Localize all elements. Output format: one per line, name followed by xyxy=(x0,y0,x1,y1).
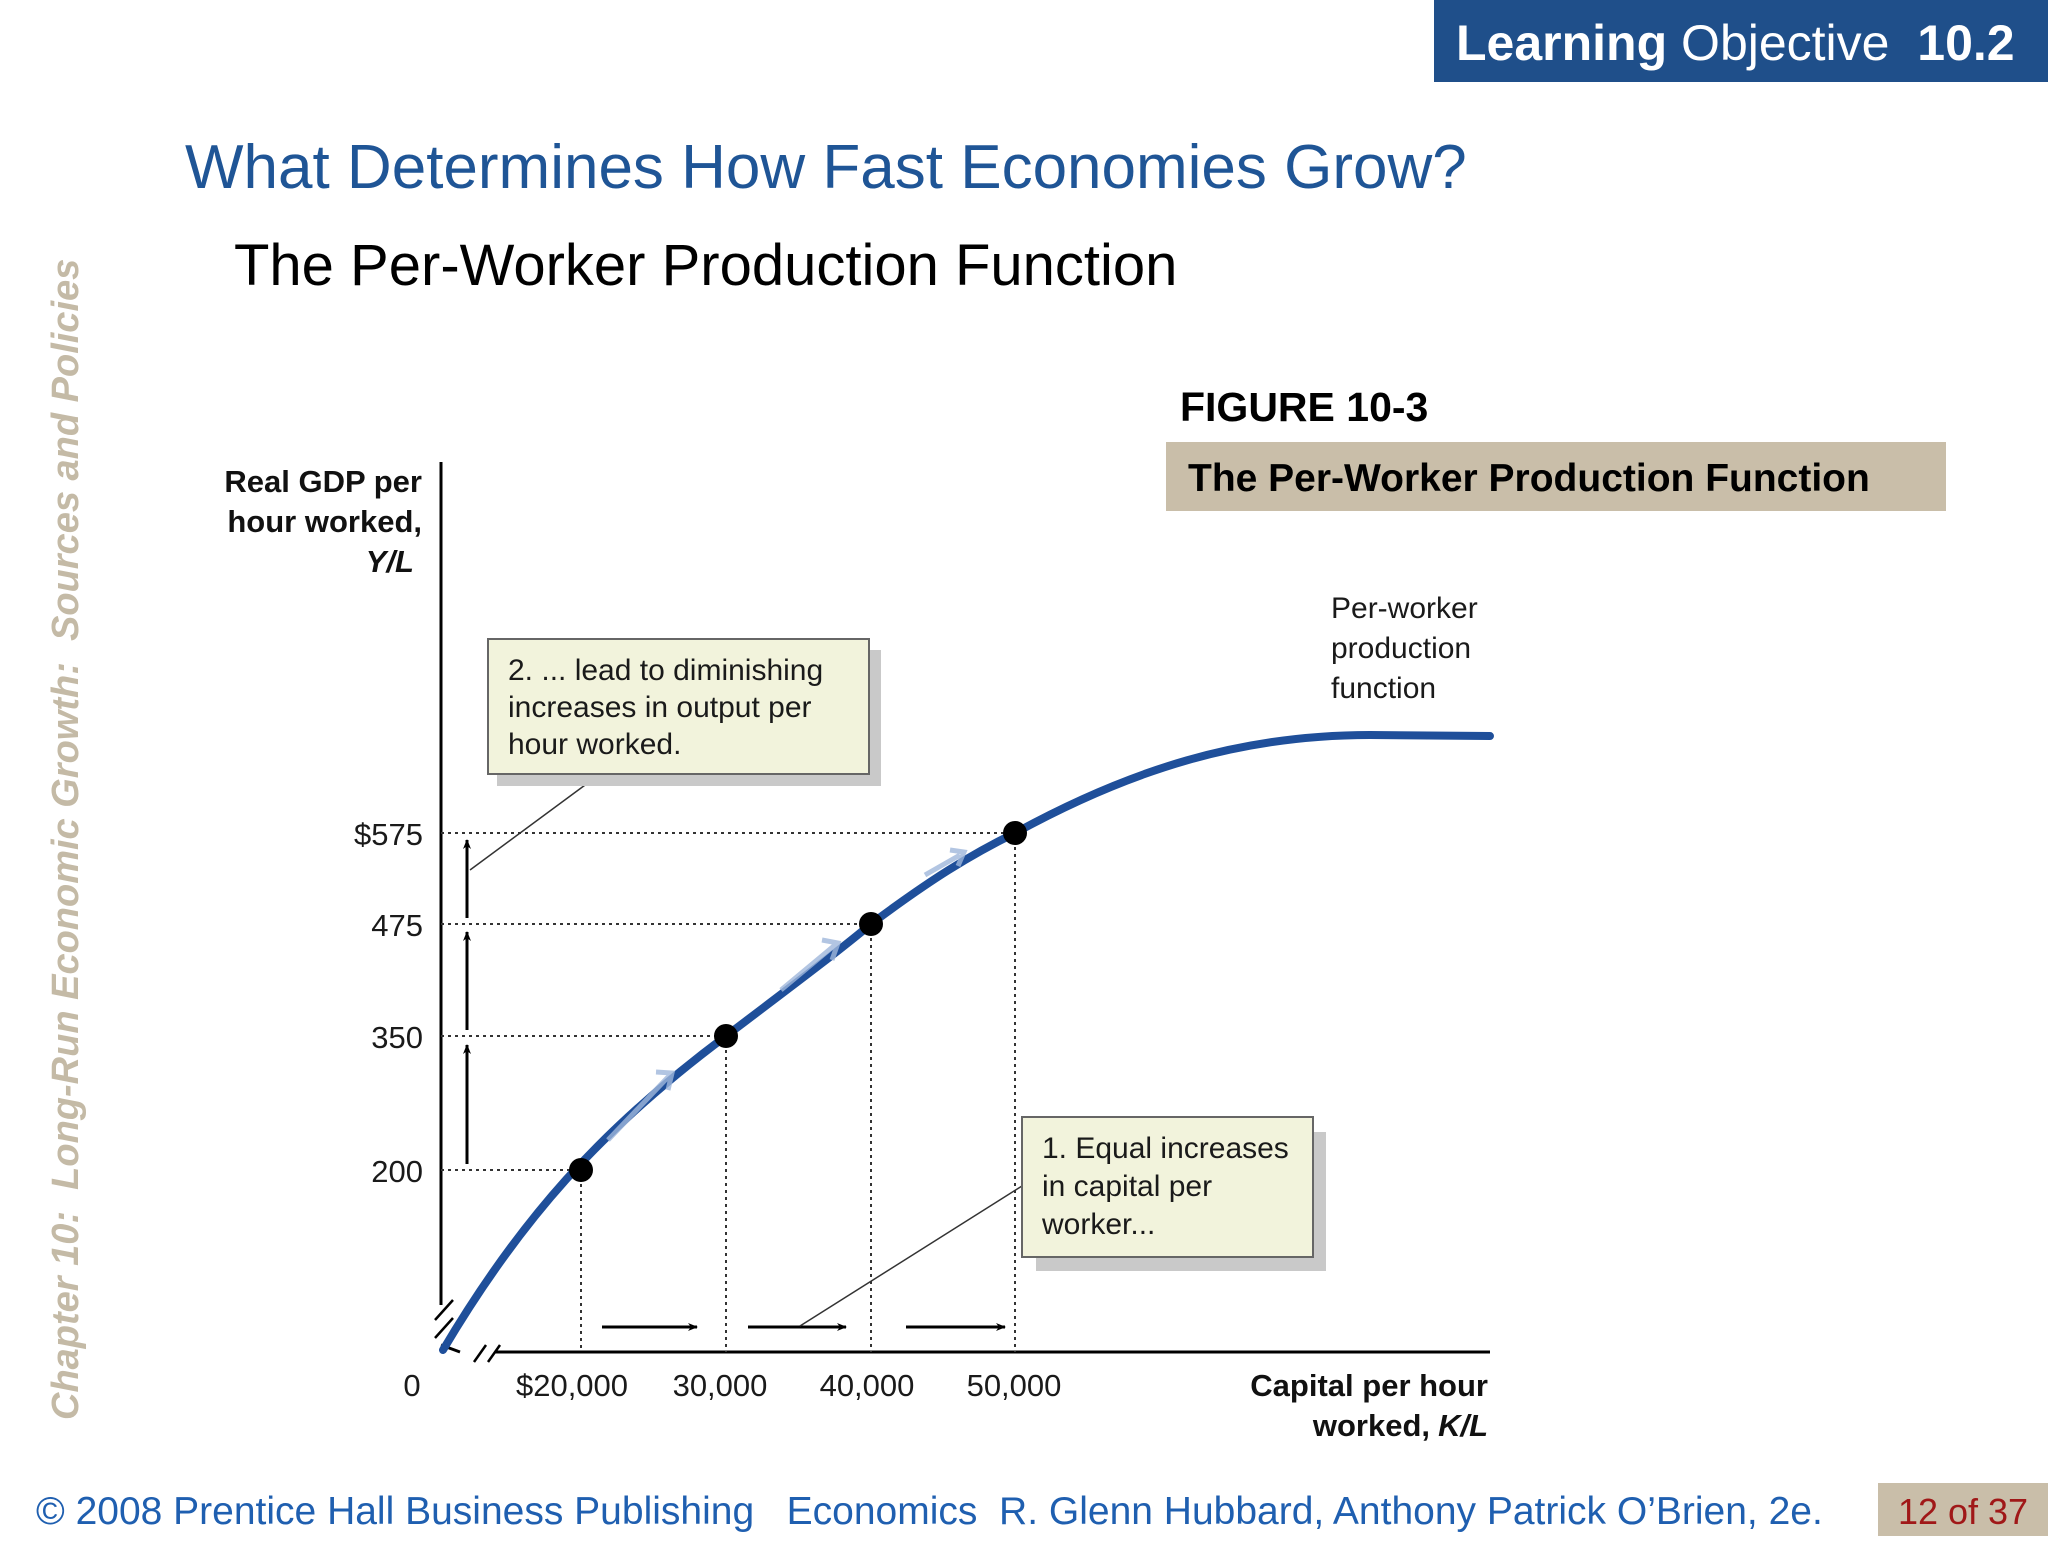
production-function-curve xyxy=(439,730,1494,1354)
annotation-2-line3: hour worked. xyxy=(508,728,681,761)
curve-label-line2: production xyxy=(1331,632,1471,665)
y-tick-200: 200 xyxy=(371,1154,423,1189)
page-number-badge: 12 of 37 xyxy=(1878,1483,2048,1536)
annotation-1-line1: 1. Equal increases xyxy=(1042,1132,1289,1165)
lo-text: Objective xyxy=(1681,15,1890,71)
movement-arrows xyxy=(606,847,968,1142)
x-axis-label-line2: worked, xyxy=(1312,1408,1430,1443)
slide-title: What Determines How Fast Economies Grow? xyxy=(185,133,1467,202)
annotation-2-line1: 2. ... lead to diminishing xyxy=(508,654,823,687)
origin-label: 0 xyxy=(403,1368,420,1403)
x-axis-label-var: K/L xyxy=(1438,1408,1488,1443)
lo-bold: Learning xyxy=(1456,15,1668,71)
footer-copyright: © 2008 Prentice Hall Business Publishing… xyxy=(36,1490,1823,1533)
data-points xyxy=(569,821,1027,1182)
y-tick-575: $575 xyxy=(354,817,423,852)
dotted-guides xyxy=(441,832,1016,1352)
learning-objective-banner: Learning Objective 10.2 xyxy=(1434,0,2048,82)
curve-label-line3: function xyxy=(1331,672,1436,705)
x-tick-20000: $20,000 xyxy=(516,1368,628,1403)
axis-break-icon xyxy=(434,1299,502,1363)
x-tick-40000: 40,000 xyxy=(820,1368,915,1403)
lo-number: 10.2 xyxy=(1917,15,2015,71)
slide-subtitle: The Per-Worker Production Function xyxy=(234,233,1178,298)
y-axis-label-var: Y/L xyxy=(366,544,414,579)
figure-label: FIGURE 10-3 xyxy=(1180,384,1429,430)
y-axis-label-line1: Real GDP per xyxy=(224,464,422,499)
x-axis-label-line1: Capital per hour xyxy=(1250,1368,1488,1403)
y-tick-475: 475 xyxy=(371,908,423,943)
curve-label-line1: Per-worker xyxy=(1331,592,1478,625)
y-tick-350: 350 xyxy=(371,1020,423,1055)
annotation-2-line2: increases in output per xyxy=(508,691,812,724)
x-tick-50000: 50,000 xyxy=(967,1368,1062,1403)
annotation-1-line2: in capital per xyxy=(1042,1170,1212,1203)
x-tick-30000: 30,000 xyxy=(673,1368,768,1403)
y-axis-label-line2: hour worked, xyxy=(227,504,422,539)
annotation-equal-increases: 1. Equal increases in capital per worker… xyxy=(799,1116,1326,1327)
annotation-1-line3: worker... xyxy=(1041,1208,1155,1241)
annotation-diminishing-returns: 2. ... lead to diminishing increases in … xyxy=(469,638,881,871)
figure-caption: The Per-Worker Production Function xyxy=(1166,442,1946,511)
